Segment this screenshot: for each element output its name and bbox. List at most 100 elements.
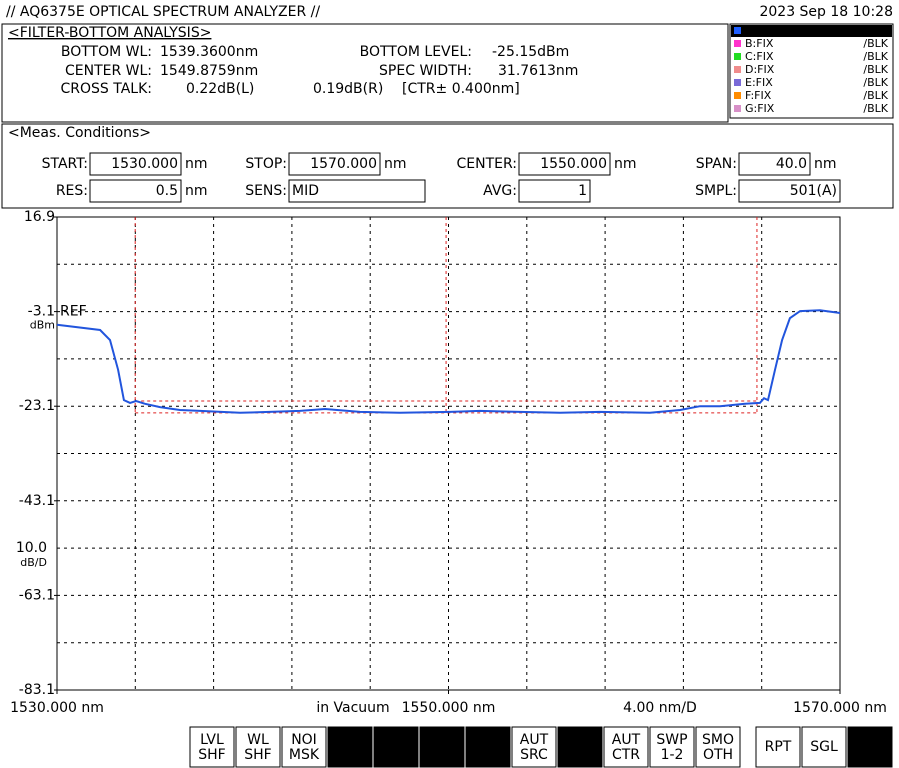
softkey[interactable] [189, 726, 235, 768]
sweep-key-label: STP [857, 739, 883, 755]
analysis-panel [1, 23, 729, 123]
softkey-label: OTH [703, 747, 733, 763]
result-value: 1549.8759nm [160, 63, 258, 79]
trace-swatch [734, 40, 741, 47]
trace-name: E:FIX [745, 76, 773, 89]
field-box[interactable] [89, 179, 182, 203]
field-label: SPAN: [696, 156, 737, 172]
x-tick-label: 1530.000 nm [10, 700, 104, 716]
softkey[interactable] [419, 726, 465, 768]
result-label: BOTTOM WL: [61, 44, 152, 60]
trace-panel [729, 23, 894, 119]
field-label: RES: [56, 183, 88, 199]
softkey-label: REF [567, 747, 594, 763]
field-box[interactable] [518, 179, 591, 203]
softkey-label: WL [247, 732, 269, 748]
softkey-label: SHF [198, 747, 225, 763]
trace-name: D:FIX [745, 63, 775, 76]
softkey-label: LVL [200, 732, 224, 748]
softkey[interactable] [695, 726, 741, 768]
softkey-label: OFS [428, 747, 456, 763]
softkey-label: AUT [612, 732, 641, 748]
field-box[interactable] [518, 152, 611, 176]
field-box[interactable] [89, 152, 182, 176]
trace-mode: /BLK [863, 50, 888, 63]
field-label: CENTER: [456, 156, 517, 172]
trace-swatch [734, 79, 741, 86]
y-scale: 10.0 [16, 540, 47, 556]
trace-swatch [734, 53, 741, 60]
field-label: STOP: [245, 156, 287, 172]
field-unit: nm [384, 156, 407, 172]
x-tick-label: 1570.000 nm [793, 700, 887, 716]
softkey[interactable] [373, 726, 419, 768]
result-value: 1539.3600nm [160, 44, 258, 60]
y-tick-label: -63.1 [19, 587, 55, 603]
trace-row-highlight [731, 25, 892, 37]
field-unit: nm [814, 156, 837, 172]
trace-mode: /BLK [863, 102, 888, 115]
trace-name: C:FIX [745, 50, 774, 63]
field-value: 1550.000 [540, 156, 607, 172]
softkey-label: ANA [473, 747, 503, 763]
y-tick-label: 16.9 [24, 209, 55, 225]
softkey-label: 1-2 [661, 747, 684, 763]
softkey[interactable] [235, 726, 281, 768]
softkey[interactable] [511, 726, 557, 768]
result-value: 0.19dB(R) [313, 81, 383, 97]
field-box[interactable] [288, 179, 426, 203]
softkey[interactable] [465, 726, 511, 768]
x-scale: 4.00 nm/D [623, 700, 697, 716]
softkey[interactable] [649, 726, 695, 768]
softkey[interactable] [603, 726, 649, 768]
softkey-label: SRC [382, 732, 410, 748]
softkey-label: NOI [291, 732, 317, 748]
trace-mode: /BLK [863, 89, 888, 102]
result-value: 31.7613nm [498, 63, 578, 79]
field-label: SENS: [245, 183, 287, 199]
trace-mode: /DSP [862, 24, 888, 37]
analysis-title: <FILTER-BOTTOM ANALYSIS> [8, 25, 211, 41]
field-label: AVG: [483, 183, 517, 199]
softkey-label: 1-2 [385, 747, 408, 763]
softkey-label: AUT [520, 732, 549, 748]
softkey-label: SMO [702, 732, 734, 748]
trace-swatch [734, 66, 741, 73]
softkey-label: SHF [244, 747, 271, 763]
result-value: 0.22dB(L) [186, 81, 254, 97]
field-value: 501(A) [790, 183, 837, 199]
sweep-key[interactable] [755, 726, 801, 768]
softkey-label: AUT [474, 732, 503, 748]
softkey-label: AUT [428, 732, 457, 748]
softkey[interactable] [557, 726, 603, 768]
ref-label: REF [60, 304, 87, 320]
field-unit: nm [185, 156, 208, 172]
field-label: START: [42, 156, 88, 172]
y-tick-label: -83.1 [19, 682, 55, 698]
sweep-key[interactable] [801, 726, 847, 768]
trace-name: B:FIX [745, 37, 774, 50]
y-tick-label: -23.1 [19, 398, 55, 414]
y-scale-unit: dB/D [20, 556, 47, 569]
sweep-key-label: SGL [810, 739, 838, 755]
softkey[interactable] [327, 726, 373, 768]
softkey-label: AUT [566, 732, 595, 748]
field-value: MID [292, 183, 319, 199]
conditions-panel [1, 123, 894, 209]
conditions-title: <Meas. Conditions> [8, 125, 151, 141]
trace-swatch [734, 92, 741, 99]
x-tick-label: 1550.000 nm [402, 700, 496, 716]
softkey[interactable] [281, 726, 327, 768]
field-box[interactable] [738, 179, 841, 203]
field-unit: nm [185, 183, 208, 199]
softkey-label: CTR [612, 747, 640, 763]
sweep-key[interactable] [847, 726, 893, 768]
trace-name: A:WRITE [745, 24, 792, 37]
softkey-label: SRC [336, 732, 364, 748]
field-box[interactable] [288, 152, 381, 176]
trace-name: G:FIX [745, 102, 775, 115]
trace-line [56, 309, 841, 414]
trace-swatch [734, 105, 741, 112]
field-box[interactable] [738, 152, 811, 176]
